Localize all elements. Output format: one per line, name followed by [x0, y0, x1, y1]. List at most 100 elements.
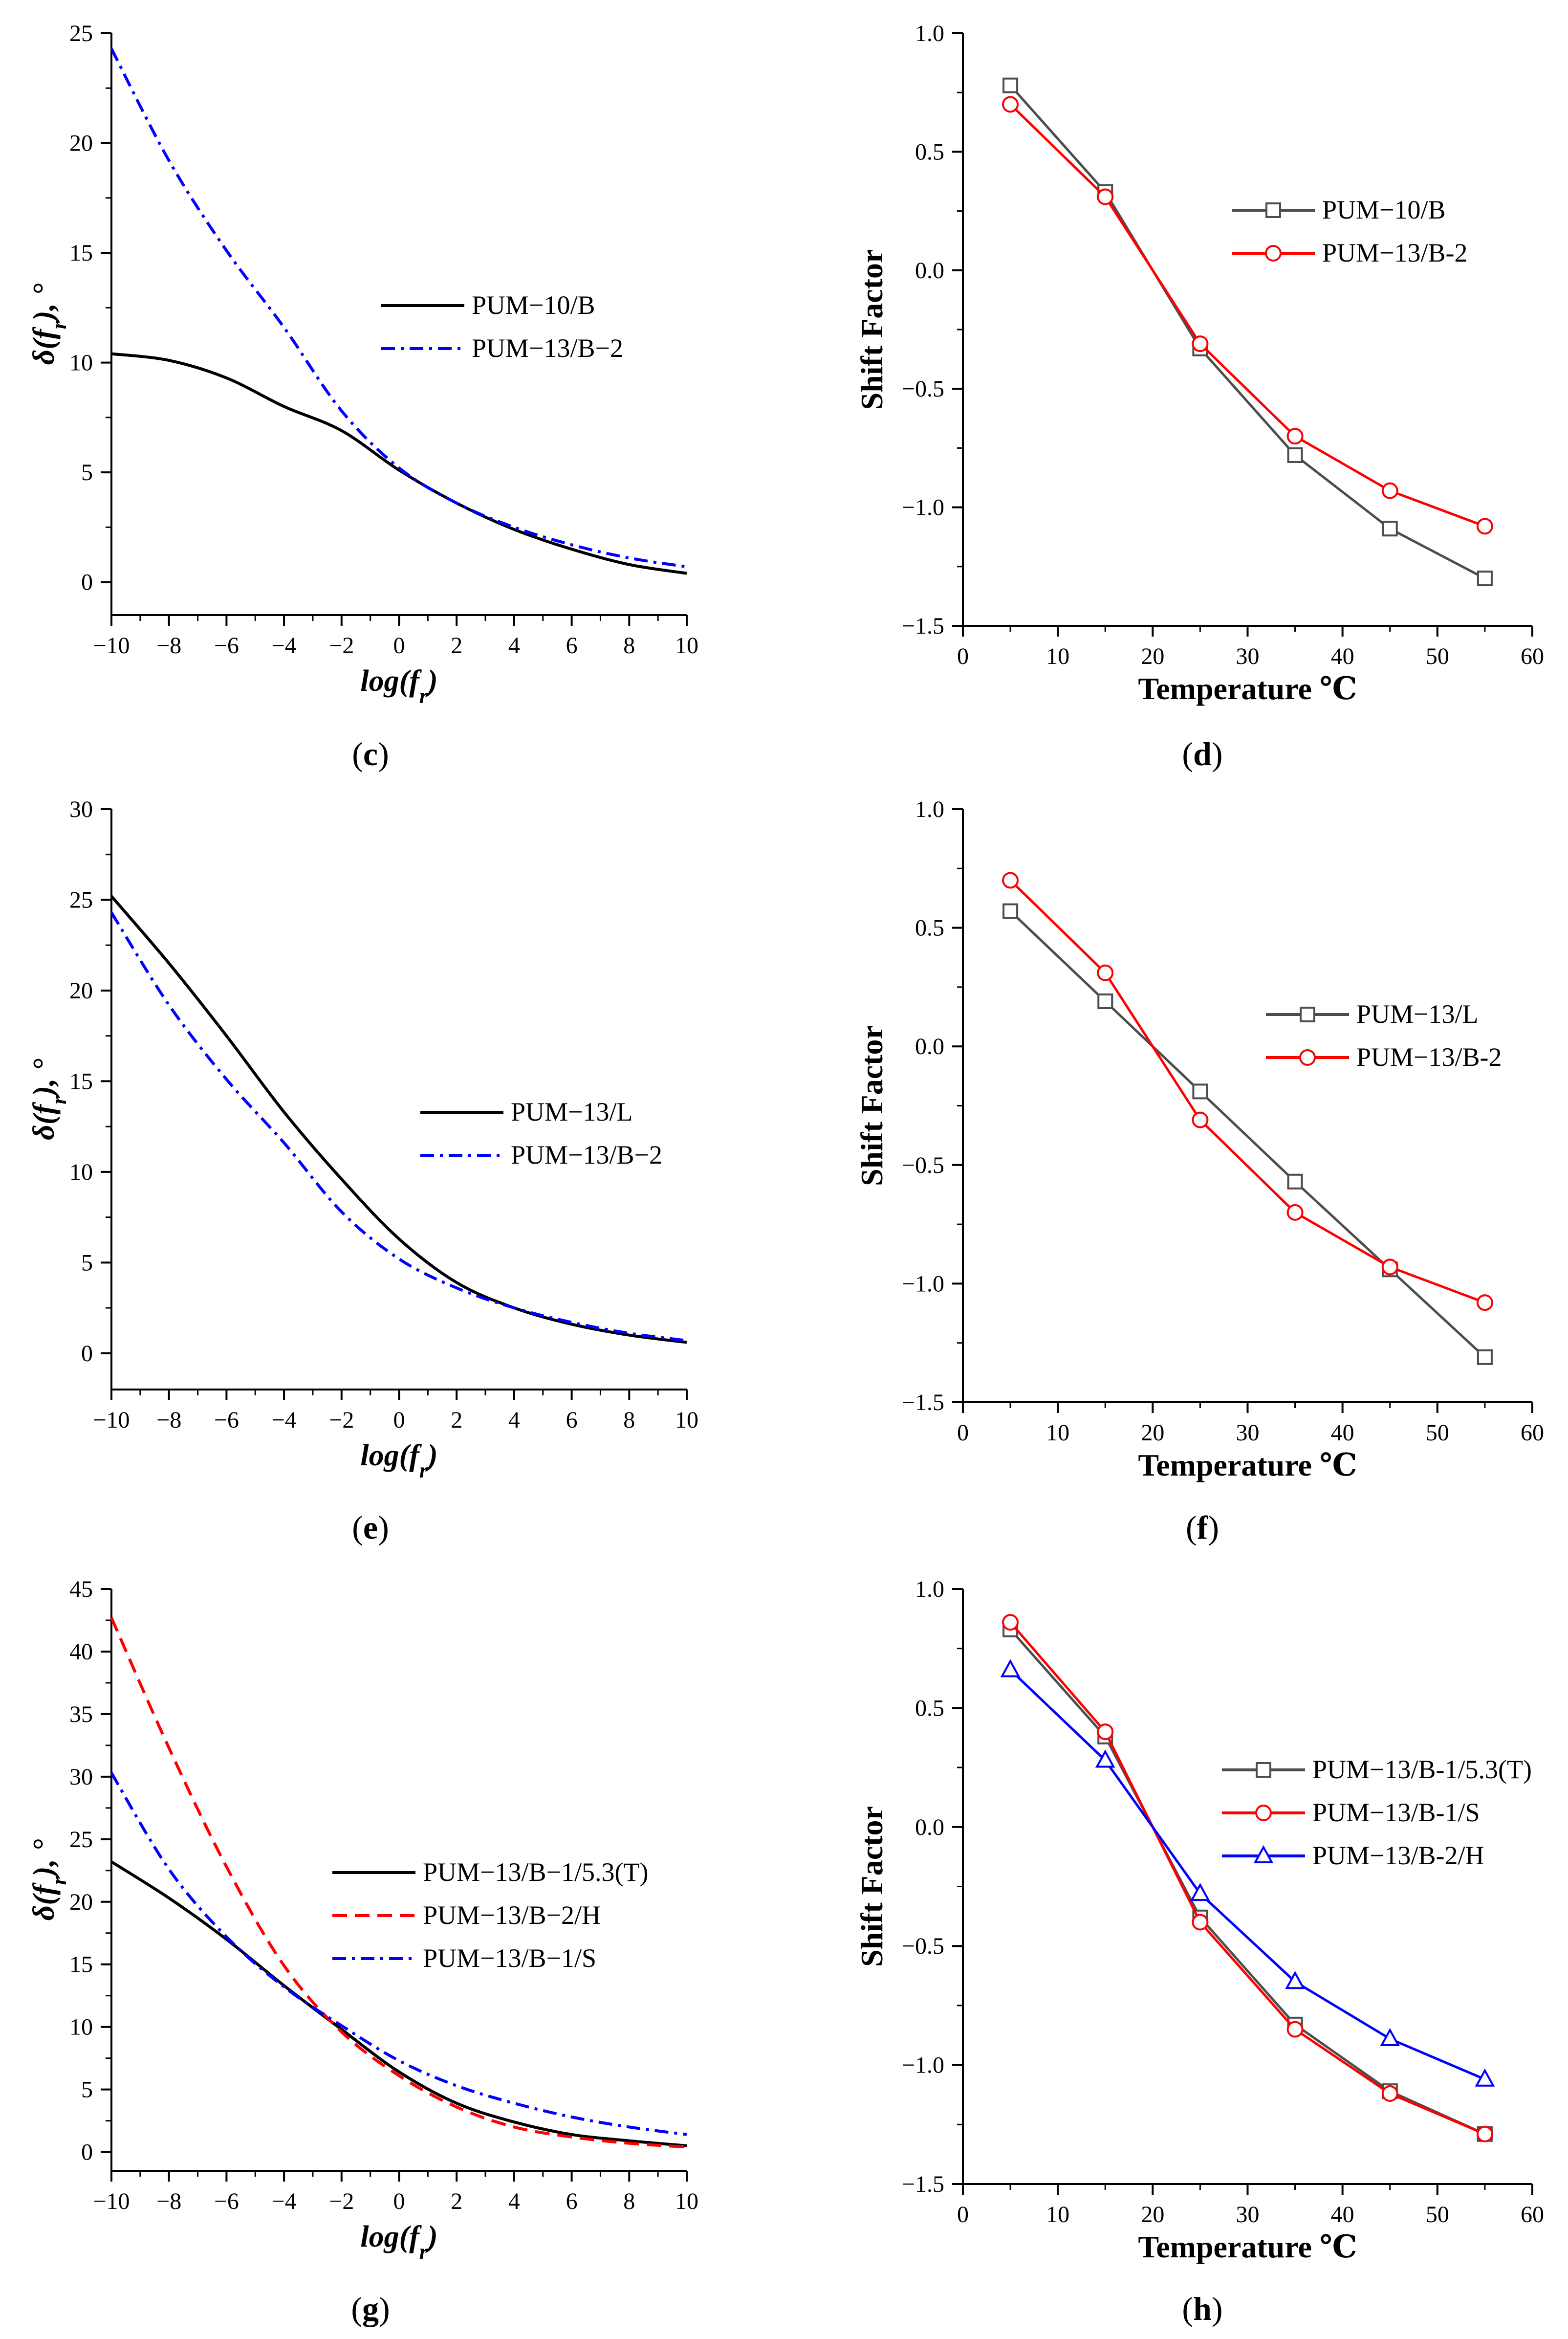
panel-label-close: ): [379, 2290, 390, 2327]
y-tick-label: −1.0: [902, 1271, 944, 1297]
circle-marker: [1478, 1295, 1492, 1310]
x-axis-title: Temperature ℃: [1138, 1448, 1357, 1482]
square-marker: [1288, 448, 1302, 462]
x-tick-label: −4: [272, 633, 297, 659]
x-tick-label: 6: [566, 633, 578, 659]
legend-label-1: PUM−13/B−2: [472, 333, 623, 363]
x-tick-label: 10: [675, 2188, 698, 2214]
y-tick-label: −0.5: [902, 1152, 944, 1178]
x-tick-label: 40: [1331, 643, 1354, 669]
series-curve-2: [111, 1773, 687, 2135]
panel-d: 0 10 20 30 40 50 60−1.5−1.0−0.50.00.51.0Temper…: [854, 21, 1544, 772]
y-tick-label: 5: [81, 460, 93, 485]
x-tick-label: 10: [675, 1407, 698, 1433]
x-tick-label: −10: [93, 2188, 130, 2214]
panel-label: (e): [352, 1509, 389, 1546]
x-tick-label: 50: [1426, 2202, 1449, 2228]
legend-label-0: PUM−10/B: [1322, 195, 1446, 224]
y-tick-label: 20: [69, 978, 93, 1004]
x-tick-label: 4: [508, 2188, 520, 2214]
circle-marker: [1288, 1205, 1303, 1220]
x-tick-label: −2: [329, 1407, 354, 1433]
panel-label-close: ): [378, 1509, 389, 1546]
y-axis-title: Shift Factor: [854, 1025, 889, 1186]
x-tick-label: 2: [451, 2188, 462, 2214]
y-tick-label: 20: [69, 131, 93, 156]
panel-h: 0 10 20 30 40 50 60 −1.5 −1.0 −0.5 0.0 0.5 1.0 Temper…: [854, 1576, 1544, 2327]
series-line-0: [1010, 86, 1485, 578]
y-tick-label: 5: [81, 1250, 93, 1276]
y-axis-title: Shift Factor: [854, 249, 889, 410]
x-tick-label: 0: [393, 2188, 405, 2214]
circle-marker: [1478, 2127, 1492, 2141]
x-axis-title: Temperature ℃: [1138, 671, 1357, 706]
y-axis-subscript: r: [47, 320, 71, 329]
x-tick-label: 4: [508, 633, 520, 659]
y-tick-label: 25: [69, 21, 93, 46]
x-tick-label: −2: [329, 633, 354, 659]
circle-marker: [1098, 1724, 1112, 1739]
legend-label-2: PUM−13/B−1/S: [423, 1943, 596, 1973]
x-tick-label: 8: [623, 2188, 635, 2214]
x-tick-label: −6: [214, 2188, 239, 2214]
x-axis-subscript: r: [419, 2240, 428, 2264]
panel-label-letter: f: [1197, 1509, 1209, 1546]
x-tick-label: 6: [566, 2188, 578, 2214]
circle-marker: [1003, 1615, 1018, 1630]
figure-grid: −10 −8 −6 −4 −2 0 2 4 6 8 100510152025log(fr)δ(fr)…: [0, 0, 1568, 2339]
panel-f: 0 10 20 30 40 50 60 −1.5 −1.0 −0.5 0.0 0.5 1.0 Temper…: [854, 796, 1544, 1546]
circle-marker: [1193, 1915, 1207, 1930]
panel-label: (c): [352, 735, 389, 772]
series-line-0: [1010, 911, 1485, 1357]
legend-circle-marker: [1266, 246, 1281, 261]
x-tick-label: 30: [1236, 1420, 1260, 1446]
x-tick-label: −10: [93, 1407, 130, 1433]
x-tick-label: 30: [1236, 643, 1260, 669]
x-tick-label: 0: [393, 1407, 405, 1433]
y-tick-label: 15: [69, 1068, 93, 1094]
series-line-1: [1010, 881, 1485, 1303]
y-tick-label: 0.5: [915, 915, 944, 941]
series-curve-0: [111, 354, 687, 574]
y-tick-label: −1.0: [902, 2052, 944, 2078]
y-tick-label: 5: [81, 2077, 93, 2103]
x-tick-label: 2: [451, 633, 462, 659]
x-tick-label: 6: [566, 1407, 578, 1433]
panel-label-open: (: [351, 2290, 362, 2327]
x-tick-label: 8: [623, 633, 635, 659]
panel-label-close: ): [1212, 2290, 1223, 2327]
x-tick-label: 10: [1046, 643, 1069, 669]
x-tick-label: −4: [272, 1407, 297, 1433]
x-tick-label: −8: [156, 633, 181, 659]
y-tick-label: 0.0: [915, 1814, 944, 1840]
legend-circle-marker: [1300, 1050, 1315, 1065]
y-tick-label: 30: [69, 1764, 93, 1790]
panel-label: (d): [1182, 735, 1222, 772]
legend-label-0: PUM−13/B−1/5.3(T): [423, 1857, 648, 1887]
x-tick-label: 20: [1141, 1420, 1164, 1446]
circle-marker: [1098, 190, 1112, 204]
legend-label-1: PUM−13/B−2: [511, 1140, 662, 1170]
y-axis-rest: ), °: [27, 1059, 61, 1099]
legend-square-marker: [1266, 203, 1280, 217]
panel-label-letter: e: [363, 1509, 378, 1546]
y-tick-label: 0: [81, 570, 93, 596]
x-tick-label: 10: [1046, 2202, 1069, 2228]
y-tick-label: 15: [69, 1952, 93, 1978]
x-tick-label: −6: [214, 1407, 239, 1433]
legend-label-1: PUM−13/B-2: [1356, 1042, 1502, 1072]
x-tick-label: 0: [393, 633, 405, 659]
circle-marker: [1288, 429, 1303, 443]
x-tick-label: −10: [93, 633, 130, 659]
square-marker: [1478, 572, 1492, 585]
legend-label-1: PUM−13/B-1/S: [1312, 1798, 1480, 1827]
panel-label: (f): [1186, 1509, 1219, 1546]
y-tick-label: 0.5: [915, 139, 944, 165]
y-tick-label: 1.0: [915, 21, 944, 46]
circle-marker: [1383, 2086, 1397, 2101]
x-tick-label: 20: [1141, 643, 1164, 669]
legend-label-0: PUM−13/B-1/5.3(T): [1312, 1755, 1532, 1784]
y-tick-label: −1.5: [902, 613, 944, 639]
panel-label: (h): [1182, 2290, 1222, 2327]
x-tick-label: −4: [272, 2188, 297, 2214]
